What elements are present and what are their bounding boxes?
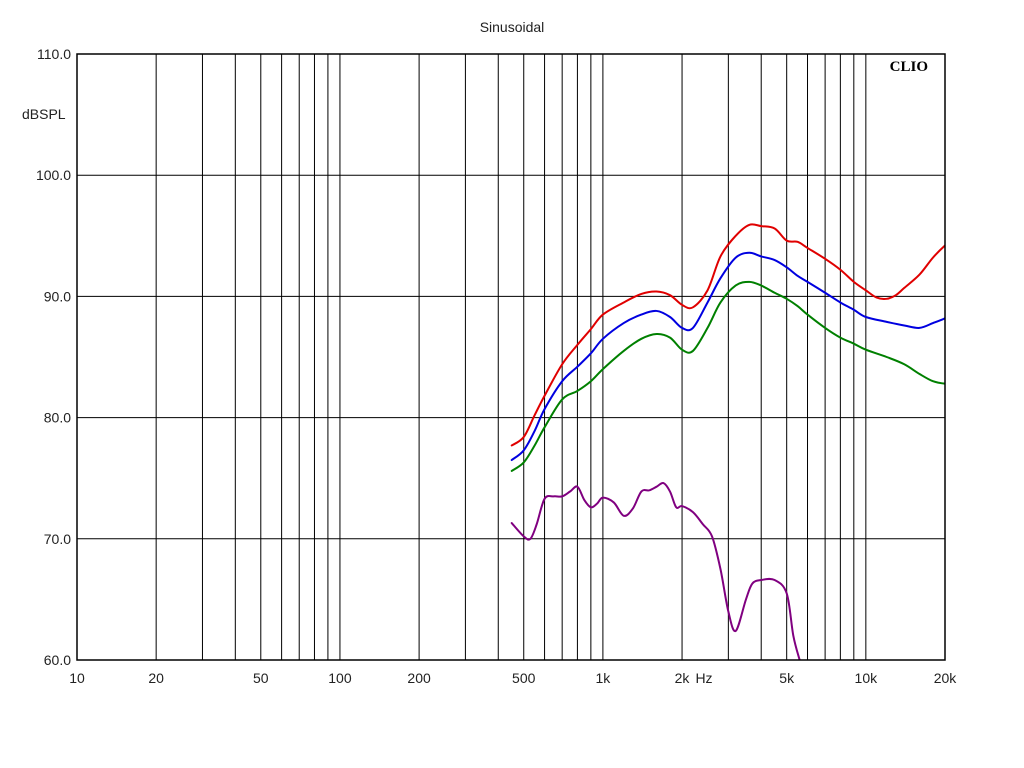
- chart-title: Sinusoidal: [480, 19, 545, 35]
- plot-frame: [76, 53, 946, 661]
- y-tick-label: 60.0: [44, 652, 71, 668]
- x-tick-label: 1k: [595, 670, 611, 686]
- x-tick-labels: 10 20 50 100 200 500 1k 2k 5k 10k 20k: [69, 670, 957, 686]
- clio-logo: CLIO: [890, 59, 928, 75]
- y-tick-label: 100.0: [36, 167, 71, 183]
- x-tick-label: 50: [253, 670, 269, 686]
- x-tick-label: 20: [148, 670, 164, 686]
- x-tick-label: 100: [328, 670, 352, 686]
- series-red-line: [510, 223, 945, 447]
- x-tick-label: 5k: [779, 670, 795, 686]
- x-tick-label: 10: [69, 670, 85, 686]
- x-tick-label: 2k: [675, 670, 691, 686]
- y-tick-labels: 110.0 100.0 90.0 80.0 70.0 60.0: [36, 46, 71, 668]
- y-tick-label: 80.0: [44, 410, 71, 426]
- y-tick-label: 90.0: [44, 288, 71, 304]
- y-axis-label: dBSPL: [22, 106, 66, 122]
- y-tick-label: 70.0: [44, 531, 71, 547]
- series-layer: [510, 223, 945, 660]
- x-tick-label: 20k: [934, 670, 958, 686]
- x-axis-label: Hz: [695, 670, 712, 686]
- y-tick-label: 110.0: [37, 46, 71, 62]
- series-green-line: [510, 280, 945, 472]
- x-tick-label: 500: [512, 670, 536, 686]
- series-purple-line: [510, 481, 801, 660]
- x-tick-label: 200: [407, 670, 431, 686]
- series-blue-line: [510, 251, 945, 462]
- x-tick-label: 10k: [855, 670, 879, 686]
- grid: [76, 53, 946, 661]
